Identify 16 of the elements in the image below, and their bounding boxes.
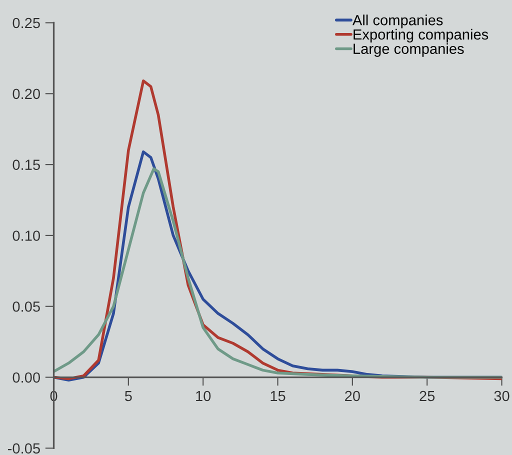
x-tick-label: 15 [270,391,286,402]
y-tick-label: -0.05 [8,443,40,454]
legend-label: All companies [352,14,443,28]
x-tick-label: 30 [494,390,510,402]
legend-label: Exporting companies [354,28,488,43]
x-tick-label: 5 [124,391,132,402]
y-tick-label: 0.00 [12,372,40,383]
y-tick-label: 0.20 [12,88,40,100]
y-tick-label: 0.10 [12,230,40,241]
x-tick-label: 10 [196,390,211,402]
legend-label: Large companies [354,43,464,57]
y-tick-label: 0.25 [12,18,40,28]
x-tick-label: 25 [420,390,435,402]
y-tick-label: 0.05 [12,301,40,312]
x-tick-label: 20 [345,390,360,402]
y-tick-label: 0.15 [12,160,40,170]
